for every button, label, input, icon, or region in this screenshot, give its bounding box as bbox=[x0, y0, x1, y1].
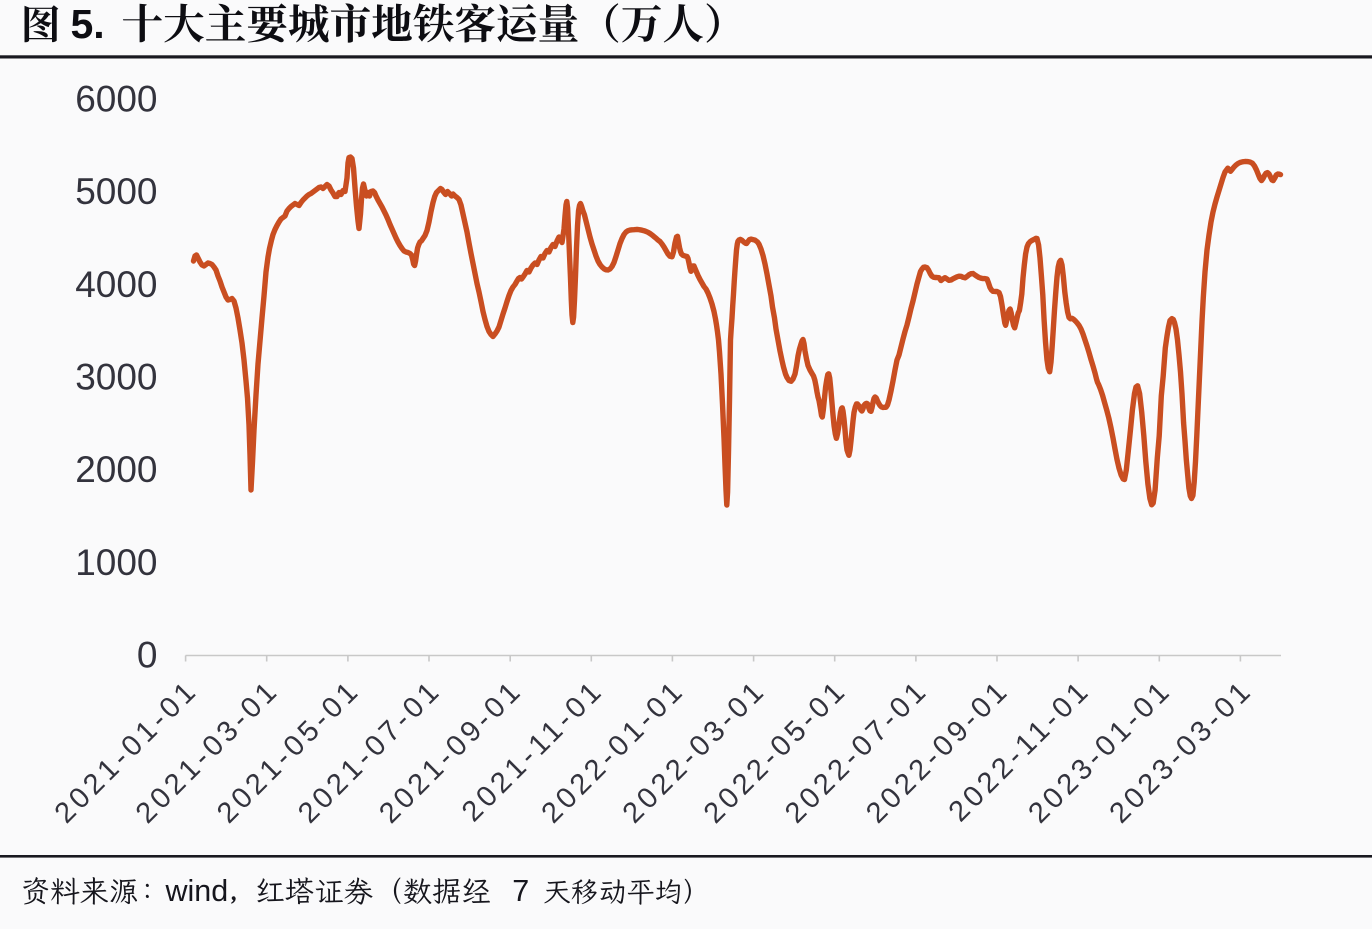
svg-text:7: 7 bbox=[512, 874, 529, 908]
svg-text:3000: 3000 bbox=[75, 357, 157, 398]
svg-text:5000: 5000 bbox=[75, 171, 157, 212]
svg-text:5.: 5. bbox=[71, 1, 105, 47]
svg-text:4000: 4000 bbox=[75, 264, 157, 305]
svg-text:2000: 2000 bbox=[75, 449, 157, 490]
svg-text:6000: 6000 bbox=[75, 79, 157, 120]
svg-text:1000: 1000 bbox=[75, 542, 157, 583]
svg-text:0: 0 bbox=[137, 635, 158, 676]
svg-text:wind: wind bbox=[165, 874, 229, 908]
